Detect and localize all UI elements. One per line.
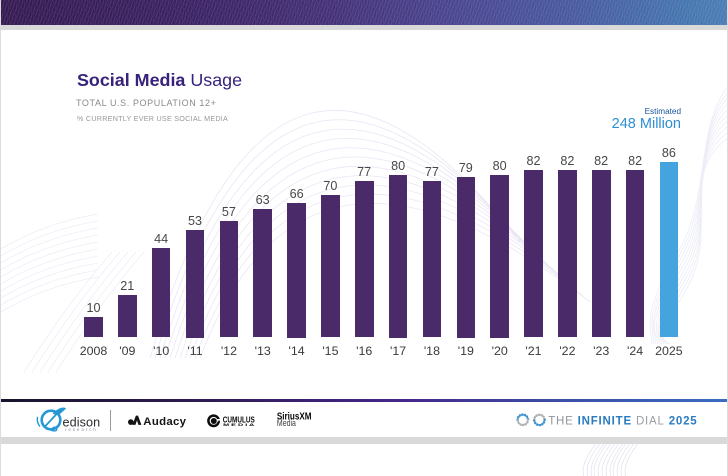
svg-text:research: research xyxy=(65,427,98,432)
svg-text:edison: edison xyxy=(63,416,101,430)
svg-text:Media: Media xyxy=(277,418,296,429)
svg-text:M E D I A: M E D I A xyxy=(223,423,255,427)
svg-text:CUMULUS: CUMULUS xyxy=(223,415,255,424)
svg-text:SiriusXM: SiriusXM xyxy=(277,411,312,422)
svg-text:Audacy: Audacy xyxy=(143,416,186,428)
svg-text:THE INFINITE DIAL 2025: THE INFINITE DIAL 2025 xyxy=(548,415,697,427)
